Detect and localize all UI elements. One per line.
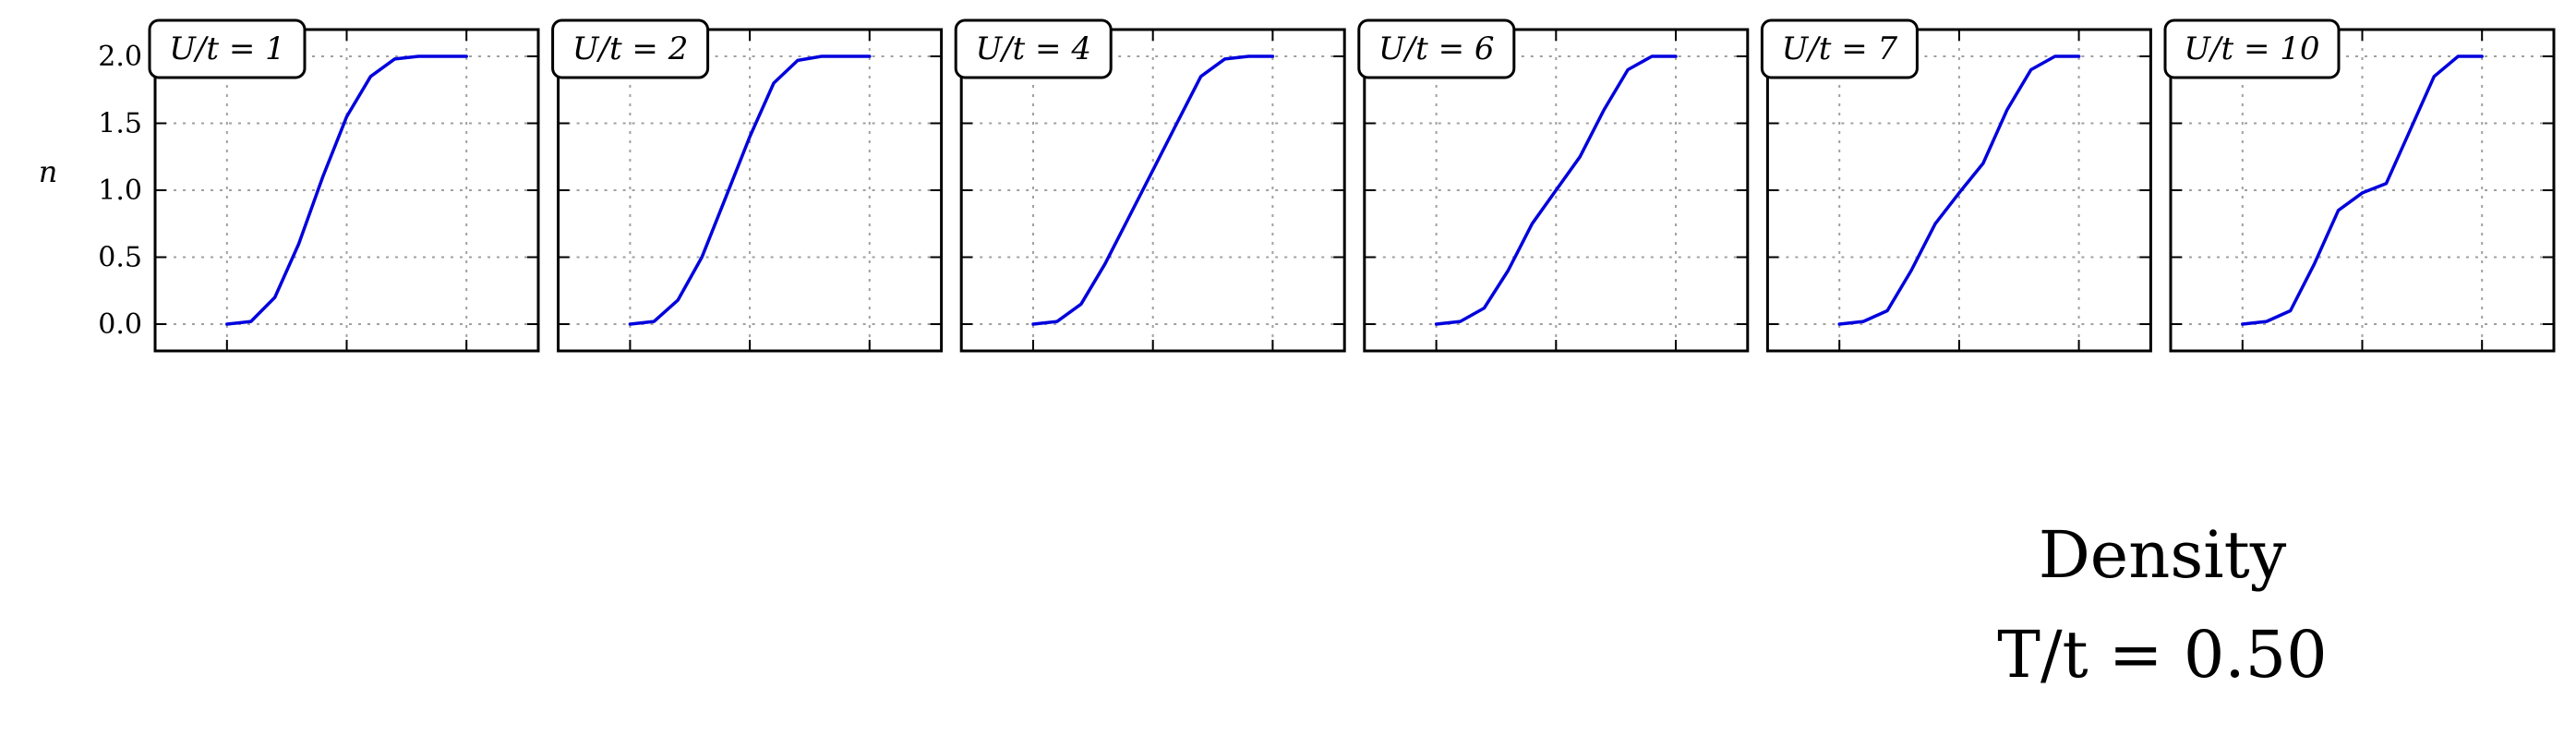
panel-title: U/t = 6	[1378, 30, 1495, 67]
panel-6: U/t = 10	[2163, 18, 2556, 353]
panel-1: 0.0 0.5 1.0 1.5 2.0 U/t = 1	[98, 18, 540, 353]
panel-title-box	[148, 18, 307, 79]
y-tick-label: 1.0	[98, 175, 142, 207]
panel-title-box	[954, 18, 1113, 79]
density-line	[628, 54, 872, 326]
panels-group: 0.0 0.5 1.0 1.5 2.0 U/t = 1 U/t = 2 U/t = 4 U/t …	[98, 18, 2556, 353]
figure-subtitle: T/t = 0.50	[1997, 617, 2327, 693]
density-line	[2241, 54, 2484, 326]
panel-title: U/t = 10	[2184, 30, 2319, 67]
panel-title: U/t = 7	[1782, 30, 1898, 67]
y-tick-label: 0.5	[98, 242, 142, 274]
density-line	[1031, 54, 1275, 326]
panel-frame	[153, 28, 540, 353]
panel-frame	[1765, 28, 2152, 353]
panel-frame	[557, 28, 944, 353]
panel-title-box	[551, 18, 710, 79]
panel-5: U/t = 7	[1760, 18, 2152, 353]
panel-title-box	[1760, 18, 1919, 79]
y-tick-label: 1.5	[98, 108, 142, 140]
density-line	[1837, 54, 2081, 326]
panel-2: U/t = 2	[551, 18, 944, 353]
figure-title: Density	[2039, 517, 2287, 593]
panel-title: U/t = 2	[572, 30, 689, 67]
density-line	[1434, 54, 1678, 326]
panel-title-box	[2163, 18, 2341, 79]
panel-3: U/t = 4	[954, 18, 1346, 353]
y-tick-label: 2.0	[98, 41, 142, 73]
y-axis-label: n	[39, 154, 58, 189]
y-tick-label: 0.0	[98, 308, 142, 341]
panel-title: U/t = 4	[975, 30, 1091, 67]
panel-frame	[2169, 28, 2556, 353]
panel-title: U/t = 1	[169, 30, 285, 67]
density-line	[225, 54, 468, 326]
panel-frame	[1363, 28, 1750, 353]
panel-frame	[959, 28, 1346, 353]
panel-4: U/t = 6	[1357, 18, 1750, 353]
panel-title-box	[1357, 18, 1516, 79]
